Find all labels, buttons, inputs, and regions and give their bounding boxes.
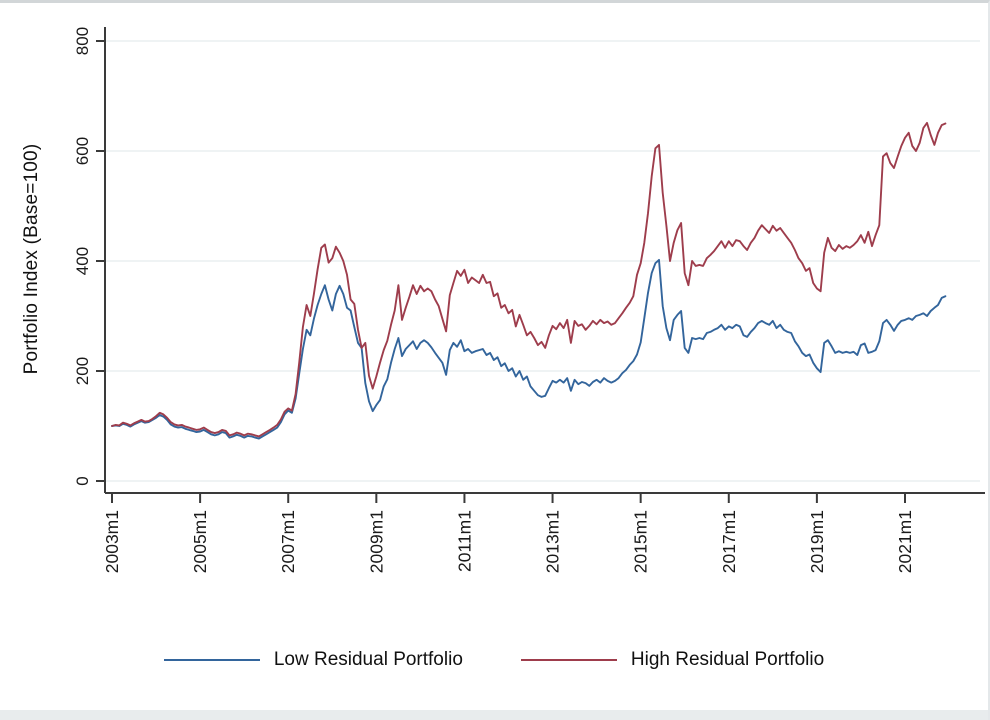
x-tick-label: 2017m1 — [719, 510, 739, 573]
x-tick-label: 2015m1 — [631, 510, 651, 573]
y-tick-label: 800 — [73, 27, 92, 55]
legend-line-low-icon — [163, 659, 260, 661]
x-tick-label: 2011m1 — [454, 510, 474, 572]
x-tick-label: 2003m1 — [102, 510, 122, 573]
legend-item-low: Low Residual Portfolio — [163, 649, 463, 671]
legend-label-low: Low Residual Portfolio — [273, 649, 463, 670]
legend-line-high-icon — [520, 659, 617, 661]
x-tick-label: 2009m1 — [366, 510, 386, 573]
y-tick-label: 200 — [73, 357, 92, 385]
series-low-line — [111, 258, 947, 440]
y-tick-label: 400 — [73, 247, 92, 275]
y-axis-title: Portfolio Index (Base=100) — [21, 143, 42, 375]
x-tick-label: 2013m1 — [543, 510, 563, 573]
x-tick-label: 2019m1 — [807, 510, 827, 573]
line-chart: 0 200 400 600 800 2003m1 2005m1 2007m1 2009m1 201… — [73, 27, 985, 573]
bottom-edge — [0, 710, 988, 720]
y-tick-label: 0 — [73, 476, 92, 485]
x-tick-label: 2021m1 — [895, 510, 915, 573]
series-high-line — [111, 121, 947, 438]
x-tick-label: 2007m1 — [278, 510, 298, 573]
y-tick-label: 600 — [73, 137, 92, 165]
legend: Low Residual Portfolio High Residual Por… — [0, 649, 988, 671]
x-tick-label: 2005m1 — [190, 510, 210, 573]
legend-label-high: High Residual Portfolio — [630, 649, 825, 670]
legend-item-high: High Residual Portfolio — [520, 649, 825, 671]
